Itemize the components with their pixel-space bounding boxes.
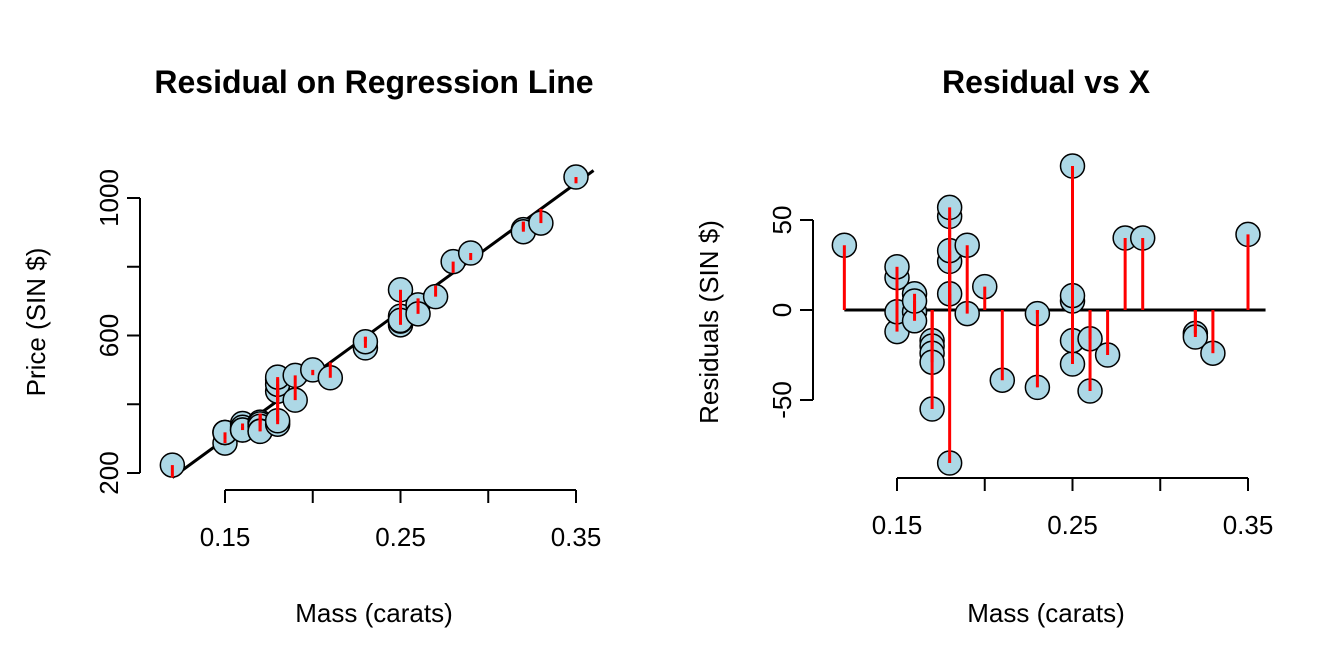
y-tick-label: 50 [767,206,797,235]
x-tick-label: 0.15 [872,510,923,540]
right-chart-title: Residual vs X [942,64,1151,100]
x-tick-label: 0.25 [1047,510,1098,540]
y-tick-label: 200 [94,451,124,494]
x-tick-label: 0.15 [200,522,251,552]
left-y-axis-label: Price (SIN $) [21,248,51,397]
right-plot: Residual vs X Mass (carats) Residuals (S… [694,64,1273,628]
y-tick-label: 0 [767,303,797,317]
left-chart-title: Residual on Regression Line [154,64,593,100]
left-data-marks [159,164,595,479]
left-x-axis-label: Mass (carats) [295,598,452,628]
right-x-axis-label: Mass (carats) [967,598,1124,628]
left-plot: Residual on Regression Line Mass (carats… [21,64,601,628]
right-axes: -50 0 50 0.15 0.25 0.35 [767,206,1273,540]
x-tick-label: 0.25 [375,522,426,552]
y-tick-label: 1000 [94,169,124,227]
right-data-marks [831,153,1266,476]
left-axes: 200 600 1000 0.15 0.25 0.35 [94,169,601,552]
x-tick-label: 0.35 [551,522,602,552]
y-tick-label: -50 [767,381,797,419]
right-y-axis-label: Residuals (SIN $) [694,220,724,424]
y-tick-label: 600 [94,314,124,357]
x-tick-label: 0.35 [1223,510,1274,540]
